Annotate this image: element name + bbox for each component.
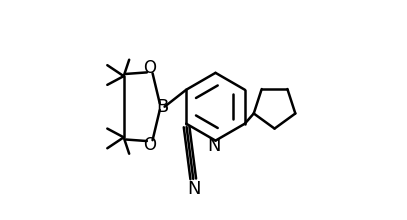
Text: N: N	[187, 180, 200, 198]
Text: O: O	[143, 136, 156, 154]
Text: N: N	[208, 137, 221, 155]
Text: B: B	[156, 98, 168, 116]
Text: O: O	[143, 59, 156, 77]
